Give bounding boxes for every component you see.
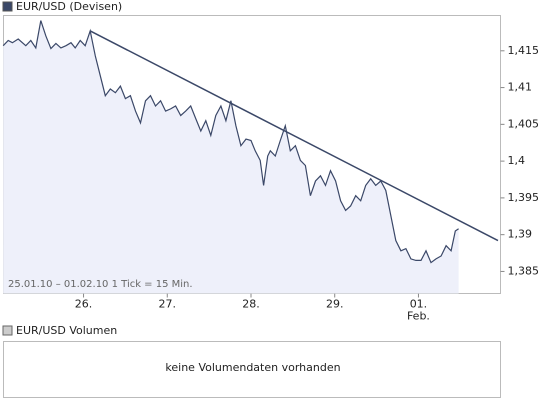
y-tick-label: 1,415 (508, 44, 540, 57)
area (3, 20, 459, 294)
x-tick-label: 28. (242, 298, 260, 311)
y-tick-label: 1,385 (508, 264, 540, 277)
x-tick-label: 29. (326, 298, 344, 311)
month-label: Feb. (407, 310, 430, 323)
volume-frame (3, 341, 501, 398)
y-tick-label: 1,41 (508, 81, 533, 94)
legend-swatch (2, 1, 13, 12)
volume-swatch (2, 325, 13, 336)
x-tick-label: 26. (75, 298, 93, 311)
trendline (89, 30, 499, 242)
volume-message: keine Volumendaten vorhanden (165, 361, 340, 374)
x-tick-label: 01. (410, 298, 428, 311)
x-tick-label: 27. (159, 298, 177, 311)
y-tick-label: 1,39 (508, 228, 533, 241)
legend-label: EUR/USD (Devisen) (16, 0, 122, 13)
subtitle: 25.01.10 – 01.02.10 1 Tick = 15 Min. (8, 279, 193, 290)
y-tick-label: 1,4 (508, 154, 526, 167)
volume-title: EUR/USD Volumen (16, 324, 117, 337)
y-tick-label: 1,405 (508, 117, 540, 130)
y-tick-label: 1,395 (508, 191, 540, 204)
price-line (2, 20, 459, 264)
